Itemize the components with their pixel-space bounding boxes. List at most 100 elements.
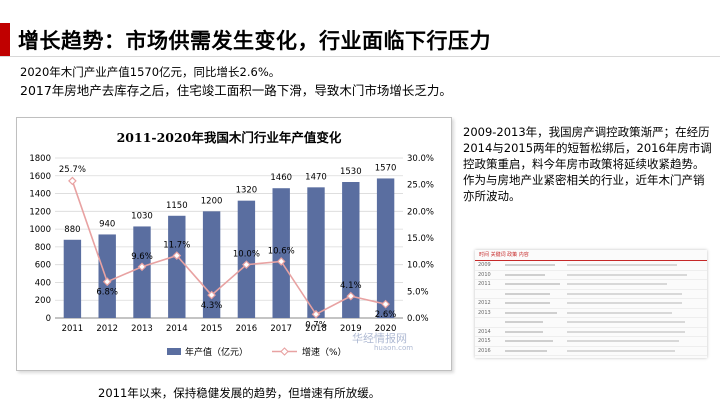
x-tick-label: 2017 <box>270 324 292 334</box>
bar-label: 1470 <box>305 172 327 182</box>
policy-text-blur <box>567 273 687 276</box>
y-right-tick: 20.0% <box>407 207 434 217</box>
bar-2011 <box>63 239 82 318</box>
policy-row: 2016 <box>475 347 707 356</box>
x-tick-label: 2013 <box>131 324 153 334</box>
growth-label: 4.3% <box>201 301 223 311</box>
policy-row: 2014 <box>475 328 707 337</box>
bar-label: 1460 <box>270 173 292 183</box>
growth-label: 6.8% <box>96 288 118 298</box>
y-left-tick: 1400 <box>29 190 51 200</box>
y-left-tick: 400 <box>35 278 51 288</box>
y-left-tick: 200 <box>35 296 51 306</box>
x-tick-label: 2011 <box>62 324 84 334</box>
policy-text-blur <box>567 264 677 266</box>
growth-point-2017 <box>276 257 286 266</box>
x-tick-label: 2016 <box>236 324 258 334</box>
combo-chart: 2011-2020年我国木门行业年产值变化 0 200 400 600 800 1000 12… <box>29 130 434 358</box>
policy-year: 2016 <box>478 347 491 354</box>
bar-2020 <box>376 178 395 318</box>
policy-row: 2012 <box>475 299 707 309</box>
bar-label: 1530 <box>340 167 362 177</box>
policy-year: 2009 <box>478 262 491 268</box>
policy-year: 2010 <box>478 271 491 278</box>
bar-2018 <box>307 187 325 318</box>
bar-2019 <box>342 182 360 318</box>
legend-bar-swatch <box>167 348 181 355</box>
bar-2013 <box>133 226 151 318</box>
x-tick-label: 2015 <box>201 324 223 334</box>
bar-2017 <box>272 188 290 318</box>
growth-point-2013 <box>137 262 147 272</box>
policy-text-blur <box>567 340 679 342</box>
policy-year: 2015 <box>478 338 491 344</box>
policy-text-blur <box>505 321 543 323</box>
policy-text-blur <box>505 292 550 295</box>
growth-label: 4.1% <box>340 281 362 291</box>
policy-table-header: 时间 关键词 政策 内容 <box>475 250 707 261</box>
bar-label: 1200 <box>201 196 223 206</box>
y-right-tick: 0.0% <box>407 314 429 324</box>
chart-title: 2011-2020年我国木门行业年产值变化 <box>117 130 342 145</box>
policy-text-blur <box>567 302 682 304</box>
y-left-tick: 0 <box>46 314 51 324</box>
growth-label: 10.0% <box>233 250 260 260</box>
policy-text-blur <box>567 311 672 314</box>
x-tick-label: 2014 <box>166 324 188 334</box>
growth-point-2015 <box>207 290 216 300</box>
x-tick-label: 2019 <box>340 324 362 334</box>
y-right-tick: 15.0% <box>407 234 434 244</box>
policy-row <box>475 290 707 299</box>
growth-label: 11.7% <box>163 241 190 251</box>
policy-text-blur <box>505 349 547 352</box>
policy-text-blur <box>567 292 682 295</box>
bar-2014 <box>168 215 186 318</box>
growth-label: 25.7% <box>59 165 86 175</box>
x-tick-label: 2020 <box>375 324 397 334</box>
bar-label: 1150 <box>166 201 188 211</box>
policy-commentary: 2009-2013年，我国房产调控政策渐严；在经历2014与2015两年的短暂松… <box>463 125 712 203</box>
policy-row: 2013 <box>475 309 707 318</box>
growth-point-2018 <box>311 309 321 319</box>
growth-point-2011 <box>68 176 77 186</box>
policy-year: 2014 <box>478 328 491 335</box>
y-left-tick: 600 <box>35 261 51 271</box>
policy-year: 2012 <box>478 300 491 306</box>
watermark-text: 华经情报网 <box>352 332 407 345</box>
policy-table-image: 时间 关键词 政策 内容 2009 2010 2011 2012 2013 2014 2015… <box>475 250 707 358</box>
policy-row: 2010 <box>475 271 707 280</box>
bar-label: 1570 <box>375 163 397 173</box>
growth-line <box>71 180 386 316</box>
title-accent-block <box>0 23 10 56</box>
bar-label: 1320 <box>236 186 258 196</box>
policy-text-blur <box>505 302 550 304</box>
y-left-tick: 1000 <box>29 225 51 235</box>
lead-line-2: 2017年房地产去库存之后，住宅竣工面积一路下滑，导致木门市场增长乏力。 <box>20 83 452 98</box>
legend-line-label: 增速（%） <box>302 346 347 358</box>
watermark-domain: huaon.com <box>374 344 414 352</box>
bar-label: 880 <box>64 225 80 235</box>
title-divider <box>0 56 720 57</box>
y-left-tick: 1200 <box>29 207 51 217</box>
y-right-tick: 5.0% <box>407 287 429 297</box>
growth-label: 0.7% <box>305 320 327 330</box>
growth-point-2020 <box>381 299 390 309</box>
policy-row: 2015 <box>475 337 707 347</box>
policy-text-blur <box>567 330 685 333</box>
y-right-tick: 30.0% <box>407 154 434 164</box>
growth-point-2012 <box>102 277 112 287</box>
policy-text-blur <box>505 340 553 342</box>
policy-text-blur <box>505 264 555 266</box>
footer-summary: 2011年以来，保持稳健发展的趋势，但增速有所放缓。 <box>98 386 381 400</box>
bar-2016 <box>237 200 256 318</box>
y-left-tick: 1800 <box>29 154 51 164</box>
policy-year: 2013 <box>478 309 491 316</box>
growth-point-2019 <box>346 291 356 301</box>
watermark: 华经情报网 huaon.com <box>352 330 413 352</box>
policy-year: 2011 <box>478 281 491 287</box>
policy-row <box>475 318 707 328</box>
x-tick-label: 2012 <box>96 324 118 334</box>
policy-row: 2009 <box>475 261 707 271</box>
x-tick-label: 2018 <box>305 324 327 334</box>
policy-text-blur <box>505 330 543 333</box>
